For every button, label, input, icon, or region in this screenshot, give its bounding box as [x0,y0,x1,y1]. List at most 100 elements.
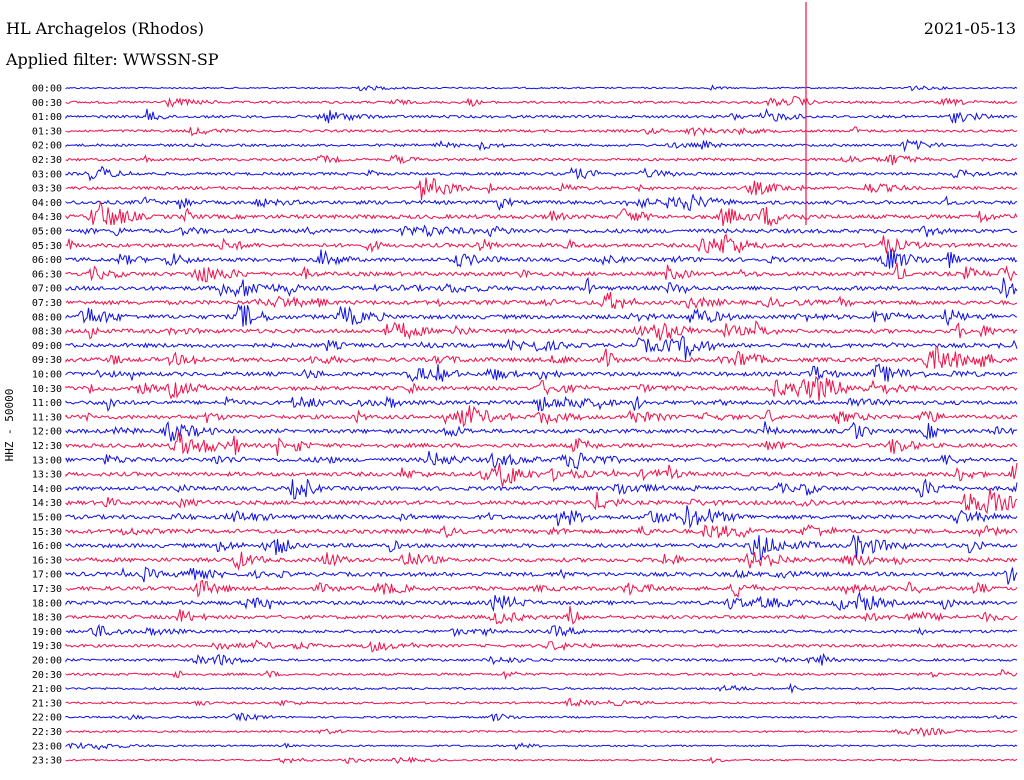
time-tick-label: 07:30 [32,298,62,309]
trace-row [65,668,1018,681]
trace-row [65,395,1018,412]
seismogram-traces [65,84,1018,765]
trace-row [65,741,1018,751]
time-tick-label: 06:30 [32,269,62,280]
time-tick-label: 17:00 [32,570,62,581]
time-tick-label: 22:30 [32,727,62,738]
trace-row [65,95,1018,109]
time-tick-label: 16:00 [32,541,62,552]
trace-row [65,623,1018,638]
trace-row [65,652,1018,666]
trace-row [65,291,1018,310]
time-tick-label: 06:00 [32,255,62,266]
time-tick-label: 00:30 [32,98,62,109]
time-tick-label: 03:30 [32,184,62,195]
trace-row [65,345,1018,369]
time-tick-label: 18:00 [32,598,62,609]
trace-row [65,551,1018,571]
trace-row [65,712,1018,722]
trace-row [65,505,1018,529]
time-tick-label: 09:00 [32,341,62,352]
time-tick-label: 11:30 [32,412,62,423]
trace-row [65,697,1018,708]
time-tick-label: 12:00 [32,427,62,438]
time-tick-label: 23:30 [32,756,62,767]
trace-row [65,639,1018,653]
time-tick-label: 01:00 [32,112,62,123]
trace-row [65,320,1018,341]
time-tick-label: 09:30 [32,355,62,366]
time-tick-label: 15:00 [32,513,62,524]
trace-row [65,579,1018,599]
time-tick-label: 10:30 [32,384,62,395]
time-tick-label: 17:30 [32,584,62,595]
trace-row [65,249,1018,269]
time-tick-label: 14:00 [32,484,62,495]
trace-row [65,262,1018,283]
trace-row [65,606,1018,625]
trace-row [65,126,1018,137]
time-tick-label: 04:30 [32,212,62,223]
trace-row [65,165,1018,182]
trace-row [65,276,1018,299]
time-tick-label: 13:00 [32,455,62,466]
time-tick-label: 10:00 [32,370,62,381]
trace-row [65,108,1018,124]
filter-subtitle: Applied filter: WWSSN-SP [6,50,219,69]
trace-row [65,756,1018,765]
time-tick-label: 08:30 [32,327,62,338]
trace-row [65,487,1018,515]
trace-row [65,154,1018,166]
time-tick-label: 03:00 [32,169,62,180]
trace-row [65,590,1018,612]
time-tick-label: 05:30 [32,241,62,252]
trace-row [65,335,1018,361]
trace-row [65,363,1018,383]
trace-row [65,405,1018,428]
time-tick-label: 21:30 [32,698,62,709]
time-tick-label: 19:30 [32,641,62,652]
trace-row [65,194,1018,212]
trace-row [65,726,1018,738]
time-tick-label: 12:30 [32,441,62,452]
trace-row [65,304,1018,327]
trace-row [65,375,1018,402]
time-tick-label: 05:00 [32,227,62,238]
time-tick-label: 01:30 [32,126,62,137]
time-tick-label: 21:00 [32,684,62,695]
time-tick-label: 04:00 [32,198,62,209]
time-tick-label: 13:30 [32,470,62,481]
time-tick-label: 16:30 [32,555,62,566]
time-tick-label: 20:30 [32,670,62,681]
time-tick-label: 22:00 [32,713,62,724]
trace-row [65,431,1018,457]
trace-row [65,224,1018,238]
time-tick-label: 18:30 [32,613,62,624]
trace-row [65,138,1018,153]
time-tick-label: 20:00 [32,656,62,667]
trace-row [65,451,1018,470]
trace-row [65,84,1018,92]
time-tick-label: 19:00 [32,627,62,638]
trace-row [65,177,1018,201]
time-tick-label: 07:00 [32,284,62,295]
trace-row [65,478,1018,500]
time-tick-label: 14:30 [32,498,62,509]
time-tick-label: 00:00 [32,84,62,95]
time-tick-label: 23:00 [32,741,62,752]
time-tick-label: 11:00 [32,398,62,409]
trace-row [65,420,1018,442]
trace-row [65,682,1018,695]
time-tick-label: 02:30 [32,155,62,166]
time-tick-label: 08:00 [32,312,62,323]
trace-row [65,233,1018,254]
trace-row [65,534,1018,561]
trace-row [65,462,1018,487]
trace-row [65,201,1018,228]
trace-row [65,524,1018,539]
date-label: 2021-05-13 [923,19,1016,38]
time-tick-labels: 00:00 00:30 01:00 01:30 02:00 02:30 03:00 03:30… [32,84,62,767]
time-tick-label: 15:30 [32,527,62,538]
trace-row [65,566,1018,585]
